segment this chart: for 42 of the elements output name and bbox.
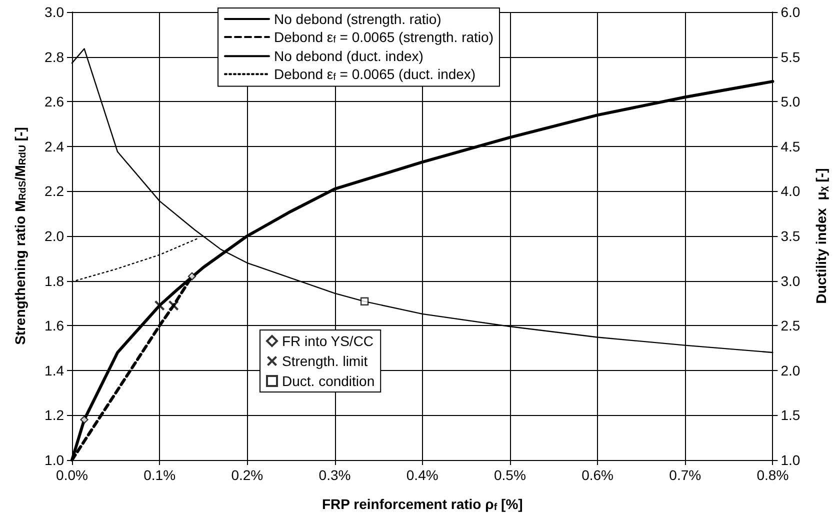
x-tick-label: 0.2% — [231, 467, 264, 483]
x-tick-label: 0.7% — [669, 467, 702, 483]
x-tick-label: 0.8% — [756, 467, 789, 483]
point — [188, 272, 196, 280]
point — [154, 300, 165, 310]
y2-tick-label: 2.5 — [780, 318, 800, 334]
point — [168, 300, 179, 310]
y-tick-label: 1.0 — [44, 452, 64, 468]
y-axis-title: Strengthening ratio MRdS/MRdU [-] — [12, 127, 28, 345]
y2-tick-label: 2.0 — [780, 362, 800, 378]
legend-label: No debond (strength. ratio) — [274, 11, 442, 27]
y2-tick-label: 1.5 — [780, 407, 800, 424]
legend-label: Duct. condition — [282, 373, 375, 389]
y2-tick-label: 3.0 — [780, 272, 800, 289]
x-tick-label: 0.4% — [406, 467, 438, 483]
legend-label: No debond (duct. index) — [274, 48, 424, 64]
x-tick-label: 0.6% — [582, 467, 614, 483]
y-tick-label: 1.2 — [44, 407, 64, 424]
y2-tick-label: 3.5 — [780, 228, 800, 244]
y2-tick-label: 4.5 — [780, 138, 800, 154]
x-tick-label: 0.3% — [318, 467, 351, 483]
x-tick-label: 0.1% — [144, 467, 176, 483]
y-tick-label: 2.8 — [44, 48, 64, 65]
legend-label: Strength. limit — [282, 353, 368, 369]
y2-tick-label: 6.0 — [780, 4, 800, 20]
y-tick-label: 1.4 — [44, 362, 64, 378]
y2-tick-label: 5.5 — [780, 48, 800, 65]
y-tick-label: 2.2 — [44, 183, 64, 200]
y-tick-label: 1.6 — [44, 318, 64, 334]
x-tick-label: 0.5% — [494, 467, 526, 483]
y2-tick-label: 5.0 — [780, 94, 800, 110]
y2-tick-label: 4.0 — [780, 183, 800, 200]
y-tick-label: 2.4 — [44, 138, 64, 154]
y-tick-label: 1.8 — [44, 272, 64, 289]
x-tick-label: 0.0% — [56, 467, 88, 483]
y-tick-label: 3.0 — [44, 4, 64, 20]
y2-tick-label: 1.0 — [780, 452, 800, 468]
y-tick-label: 2.0 — [44, 228, 64, 244]
y-tick-label: 2.6 — [44, 94, 64, 110]
legend-label: FR into YS/CC — [282, 333, 374, 349]
point — [80, 416, 88, 424]
y2-axis-title: Ductility index μχ [-] — [812, 168, 830, 304]
